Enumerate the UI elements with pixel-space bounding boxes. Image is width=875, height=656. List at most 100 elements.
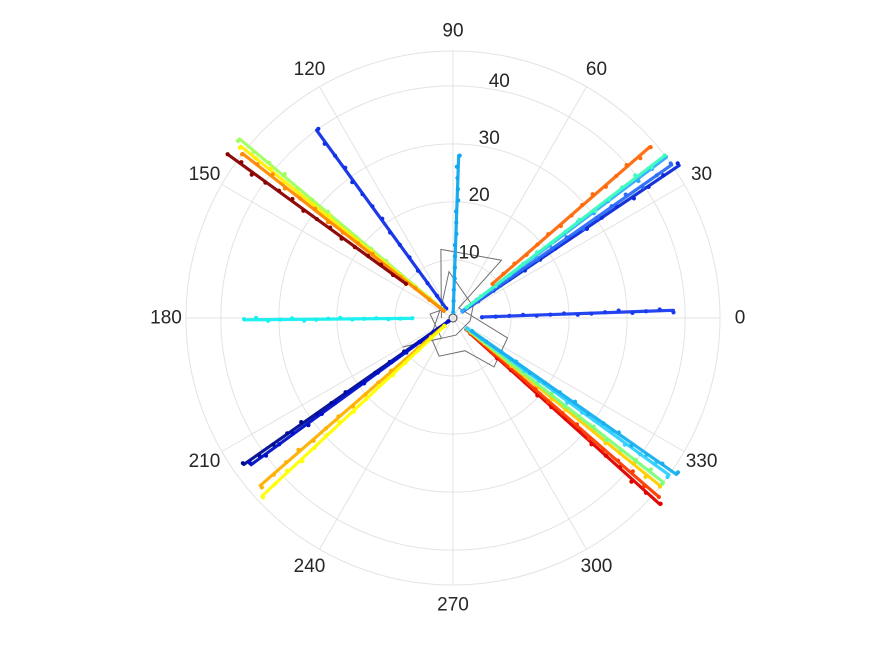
data-point [239,160,244,165]
data-point [410,316,415,321]
data-point [656,494,661,500]
data-point [589,442,594,447]
data-point [456,198,461,203]
data-point [253,155,258,161]
data-point [574,422,580,427]
data-point [501,271,506,276]
data-point [253,315,259,320]
data-point [451,310,456,315]
data-point [464,305,469,310]
data-point [629,479,634,484]
data-point [601,447,606,452]
data-point [301,208,306,213]
data-point [271,472,276,477]
data-point [643,309,649,314]
data-point [595,215,600,220]
data-point [389,359,394,365]
data-point [266,318,271,323]
series-10 [239,152,446,313]
data-point [649,165,654,170]
data-point [464,326,470,331]
data-point [631,196,636,201]
data-point [296,447,301,452]
data-point [454,220,459,225]
data-point [337,420,342,425]
data-point [376,380,381,385]
r-tick-label: 40 [489,71,510,92]
data-point [340,230,346,235]
data-point [506,360,511,365]
data-point [351,409,356,414]
data-point [403,281,409,286]
data-point [636,178,641,184]
data-point [322,141,327,146]
data-point [267,160,272,165]
theta-grid-spoke [452,184,685,319]
data-point [520,312,526,317]
data-point [343,390,348,395]
data-point [603,441,608,446]
data-point [630,469,635,474]
data-point [380,216,385,221]
data-point [668,161,673,166]
data-point [376,384,381,389]
theta-tick-label: 150 [189,164,221,185]
data-point [514,359,519,364]
data-point [333,400,338,406]
data-point [643,474,648,479]
data-point [251,149,256,154]
data-point [378,262,384,267]
data-point [324,432,329,438]
data-point [507,313,512,318]
data-point [363,392,368,397]
data-point [549,397,554,402]
data-point [558,223,563,229]
data-point [675,470,681,475]
data-point [455,187,461,192]
data-point [452,242,457,248]
theta-grid-spoke [221,184,454,319]
data-point [484,339,489,344]
data-point [599,215,604,220]
data-point [557,390,562,395]
series-7 [314,126,449,311]
data-point [283,460,289,465]
theta-grid-spoke [452,317,685,452]
data-point [499,349,504,354]
data-point [569,213,574,218]
r-tick-label: 10 [459,242,480,263]
series-0 [479,307,676,320]
data-point [407,255,412,260]
data-point [263,453,269,458]
data-point [268,166,274,171]
data-point [416,348,421,353]
data-point [300,458,305,464]
data-point [602,310,608,315]
data-point [493,314,498,319]
data-point [427,297,432,302]
data-point [643,490,649,495]
data-point [299,420,304,425]
data-point [562,404,567,409]
data-point [389,368,394,373]
data-point [454,164,459,169]
data-point [415,268,421,273]
data-point [622,442,628,447]
data-point [237,145,243,150]
data-point [311,438,316,443]
data-point [413,286,418,291]
data-point [355,241,360,246]
data-point [452,265,458,270]
data-point [549,391,554,396]
data-point [564,235,569,240]
series-14 [247,319,451,467]
data-point [336,414,341,419]
r-tick-label: 30 [479,128,500,149]
data-point [593,208,598,214]
series-5 [490,145,653,286]
theta-grid-spoke [319,317,454,550]
series-6 [451,153,462,315]
theta-grid-spoke [221,317,454,452]
data-point [618,447,623,453]
data-point [429,335,434,340]
